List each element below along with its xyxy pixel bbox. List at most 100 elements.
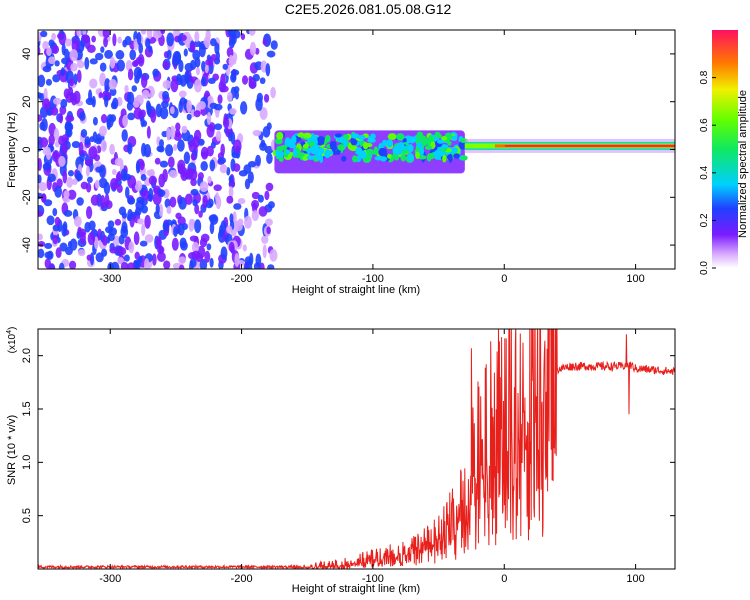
snr-y-scale-label: (x104) bbox=[6, 327, 18, 354]
spectrogram-cell bbox=[110, 261, 120, 269]
spectrogram-cell bbox=[79, 111, 86, 122]
spectrogram-cell bbox=[73, 73, 78, 86]
spectrogram-cell bbox=[125, 186, 130, 199]
spectrogram-cell bbox=[206, 145, 214, 157]
spectrogram-cell bbox=[267, 264, 275, 269]
snr-x-label: Height of straight line (km) bbox=[292, 583, 420, 595]
spectrogram-cell bbox=[42, 162, 52, 171]
spectrogram-cell bbox=[91, 95, 96, 108]
spectrogram-cell bbox=[52, 74, 61, 83]
spectrogram-cell bbox=[208, 214, 218, 222]
spectrogram-cell bbox=[214, 123, 223, 131]
spectrogram-cell bbox=[66, 122, 72, 135]
spectrogram-cell bbox=[160, 30, 166, 35]
spectrogram-cell bbox=[359, 150, 367, 159]
spectrogram-y-tick-label: -40 bbox=[21, 237, 33, 253]
spectrogram-cell bbox=[209, 257, 214, 268]
spectrogram-cell bbox=[139, 160, 145, 171]
spectrogram-cell bbox=[109, 143, 115, 155]
spectrogram-cell bbox=[334, 133, 342, 138]
spectrogram-cell bbox=[94, 137, 103, 145]
spectrogram-cell bbox=[67, 170, 74, 177]
spectrogram-cell bbox=[270, 86, 276, 99]
spectrogram-cell bbox=[134, 180, 143, 192]
spectrogram-cell bbox=[190, 152, 196, 161]
spectrogram-cell bbox=[291, 135, 297, 145]
spectrogram-cell bbox=[270, 40, 278, 50]
spectrogram-cell bbox=[178, 256, 187, 265]
spectrogram-cell bbox=[229, 108, 237, 115]
spectrogram-cell bbox=[324, 149, 331, 159]
spectrogram-cell bbox=[234, 253, 240, 267]
spectrogram-cell bbox=[186, 99, 192, 113]
spectrogram-cell bbox=[228, 186, 234, 198]
spectrogram-cell bbox=[104, 78, 111, 92]
spectrogram-cell bbox=[86, 182, 92, 193]
spectrogram-cell bbox=[255, 154, 261, 167]
spectrogram-cell bbox=[203, 36, 211, 49]
spectrogram-cell bbox=[190, 109, 196, 118]
spectrogram-cell bbox=[285, 149, 291, 155]
spectrogram-cell bbox=[65, 92, 74, 103]
colorbar: 0.0 0.2 0.4 0.6 0.8 Normalized spectral ampl… bbox=[699, 30, 749, 275]
spectrogram-cell bbox=[198, 43, 206, 58]
spectrogram-cell bbox=[162, 79, 172, 89]
spectrogram-y-tick-label: 0 bbox=[21, 146, 33, 152]
snr-x-tick-label: 100 bbox=[626, 573, 644, 585]
spectrogram-cell bbox=[177, 139, 185, 152]
spectrogram-cell bbox=[117, 36, 122, 44]
spectrogram-cell bbox=[419, 147, 425, 156]
spectrogram-cell bbox=[93, 236, 99, 250]
spectrogram-y-axis: -40 -20 0 20 40 bbox=[21, 48, 675, 253]
spectrogram-cell bbox=[248, 30, 256, 36]
spectrogram-cell bbox=[98, 125, 107, 137]
spectrogram-cell bbox=[61, 223, 68, 237]
spectrogram-cell bbox=[38, 174, 42, 184]
spectrogram-cell bbox=[451, 135, 458, 142]
spectrogram-cell bbox=[271, 139, 276, 151]
spectrogram-cell bbox=[127, 68, 134, 81]
spectrogram-cell bbox=[341, 155, 347, 162]
spectrogram-cell bbox=[173, 226, 178, 238]
spectrogram-cell bbox=[205, 59, 213, 66]
spectrogram-cell bbox=[237, 198, 246, 205]
spectrogram-cell bbox=[165, 144, 174, 157]
spectrogram-cell bbox=[52, 207, 58, 217]
spectrogram-cell bbox=[71, 38, 80, 53]
spectrogram-cell bbox=[141, 89, 150, 99]
spectrogram-cell bbox=[100, 139, 107, 152]
spectrogram-cell bbox=[193, 40, 201, 48]
spectrogram-cell bbox=[109, 178, 119, 190]
spectrogram-cell bbox=[206, 124, 215, 138]
spectrogram-y-tick-label: -20 bbox=[21, 189, 33, 205]
spectrogram-cell bbox=[76, 197, 84, 206]
spectrogram-cell bbox=[84, 57, 90, 70]
spectrogram-cell bbox=[104, 49, 113, 59]
spectrogram-cell bbox=[262, 244, 267, 259]
spectrogram-cell bbox=[199, 258, 208, 269]
spectrogram-cell bbox=[80, 128, 88, 138]
spectrogram-cell bbox=[178, 90, 187, 98]
spectrogram-cell bbox=[266, 50, 276, 58]
spectrogram-cell bbox=[194, 57, 201, 68]
spectrogram-cell bbox=[402, 138, 407, 143]
spectrogram-cell bbox=[424, 145, 433, 150]
spectrogram-cell bbox=[248, 75, 253, 83]
spectrogram-cell bbox=[127, 112, 136, 121]
spectrogram-cell bbox=[204, 250, 211, 263]
spectrogram-cell bbox=[38, 233, 43, 241]
spectrogram-cell bbox=[193, 110, 201, 118]
spectrogram-cell bbox=[124, 254, 130, 262]
spectrogram-cell bbox=[120, 168, 128, 182]
spectrogram-cell bbox=[209, 159, 216, 172]
spectrogram-cell bbox=[93, 154, 101, 162]
spectrogram-cell bbox=[201, 60, 206, 72]
spectrogram-cell bbox=[46, 250, 54, 260]
spectrogram-cell bbox=[228, 241, 235, 253]
spectrogram-cell bbox=[138, 43, 144, 54]
spectrogram-cell bbox=[288, 143, 297, 149]
spectrogram-cell bbox=[58, 155, 66, 167]
spectrogram-cell bbox=[148, 175, 157, 186]
spectrogram-cell bbox=[41, 98, 51, 110]
spectrogram-cell bbox=[451, 147, 458, 154]
